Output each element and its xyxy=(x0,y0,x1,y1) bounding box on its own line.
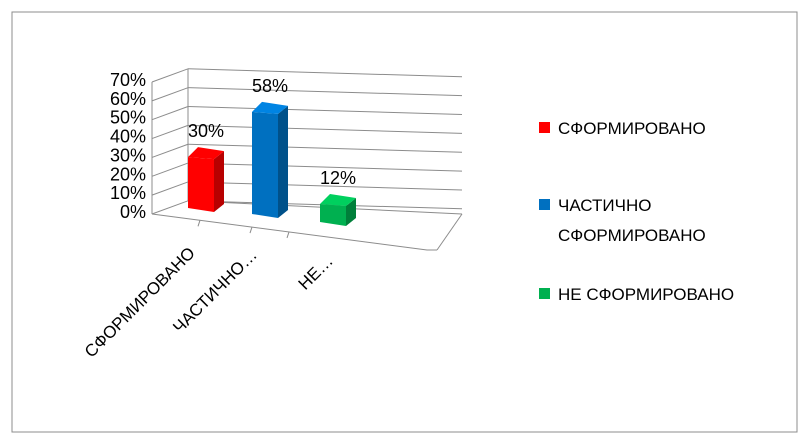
bar-3 xyxy=(320,194,356,226)
y-tick-label: 40% xyxy=(110,127,146,147)
floor-right-edge xyxy=(436,213,463,251)
legend: СФОРМИРОВАНО ЧАСТИЧНО СФОРМИРОВАНО НЕ СФОРМ… xyxy=(539,119,734,304)
legend-swatch xyxy=(539,288,550,299)
data-label: 30% xyxy=(188,121,224,141)
gridline xyxy=(187,143,463,153)
bar-front-face xyxy=(320,204,346,226)
bar-top-face xyxy=(320,194,356,207)
bar-side-face xyxy=(214,151,224,212)
data-label: 12% xyxy=(320,168,356,188)
chart-walls xyxy=(151,68,463,251)
legend-swatch xyxy=(539,199,550,210)
chart-border xyxy=(11,11,798,433)
side-gridline xyxy=(151,124,189,140)
gridline xyxy=(187,162,463,172)
side-gridline xyxy=(151,162,189,177)
y-tick-label: 20% xyxy=(110,164,146,184)
side-gridline xyxy=(151,106,189,121)
gridline xyxy=(187,87,463,97)
legend-label: СФОРМИРОВАНО xyxy=(558,226,706,245)
y-tick-label: 0% xyxy=(120,202,146,222)
bar-2 xyxy=(252,101,288,218)
bar-1 xyxy=(188,147,224,212)
legend-label: СФОРМИРОВАНО xyxy=(558,119,706,138)
legend-label: ЧАСТИЧНО xyxy=(558,196,651,215)
gridline xyxy=(187,68,463,78)
bar-front-face xyxy=(188,157,214,212)
bar-top-face xyxy=(188,147,224,160)
category-tick xyxy=(286,231,290,239)
bars xyxy=(188,101,356,226)
data-label: 58% xyxy=(252,76,288,96)
bar-side-face xyxy=(346,198,356,226)
category-tick xyxy=(197,220,201,227)
side-gridline xyxy=(151,200,189,215)
bar-top-face xyxy=(252,101,288,114)
y-axis-tick-labels: 0%10%20%30%40%50%60%70% xyxy=(110,70,146,222)
side-gridline xyxy=(151,181,189,196)
y-tick-label: 60% xyxy=(110,89,146,109)
legend-entry: ЧАСТИЧНО СФОРМИРОВАНО xyxy=(539,196,706,245)
y-tick-label: 30% xyxy=(110,145,146,165)
bar-side-face xyxy=(278,105,288,218)
gridline xyxy=(187,181,463,191)
legend-swatch xyxy=(539,122,550,133)
legend-entry: СФОРМИРОВАНО xyxy=(539,119,706,138)
category-tick xyxy=(249,226,253,234)
bar-front-face xyxy=(252,111,278,218)
side-gridline xyxy=(151,143,189,158)
y-tick-label: 10% xyxy=(110,183,146,203)
legend-entry: НЕ СФОРМИРОВАНО xyxy=(539,285,734,304)
gridline xyxy=(187,106,463,116)
side-gridline xyxy=(151,68,189,83)
legend-label: НЕ СФОРМИРОВАНО xyxy=(558,285,734,304)
floor-front-edge xyxy=(151,213,437,251)
side-gridline xyxy=(151,87,189,102)
y-tick-label: 70% xyxy=(110,70,146,90)
y-tick-label: 50% xyxy=(110,108,146,128)
gridline xyxy=(187,124,463,134)
data-labels: 30% 58% 12% xyxy=(188,76,356,188)
